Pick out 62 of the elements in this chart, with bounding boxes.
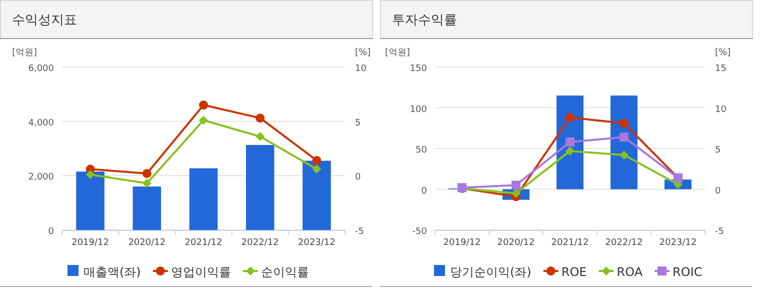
y2-tick-label: 0 [355,172,361,183]
point [566,137,574,146]
bar [189,168,218,230]
point [620,118,628,128]
point [620,150,628,160]
y-tick-label: 100 [410,104,428,115]
point [256,132,265,142]
x-tick-label: 2019/12 [443,238,481,248]
y2-tick-label: -5 [355,227,364,237]
y-tick-label: 0 [421,186,428,196]
point [312,164,322,174]
y-axis-title: [억원] [385,48,410,58]
x-tick-label: 2022/12 [241,238,279,248]
x-tick-label: 2021/12 [184,238,222,248]
y2-tick-label: 15 [715,64,726,74]
y-tick-label: 0 [48,227,54,237]
point [256,114,265,123]
point [620,132,628,142]
legend-label: 영업이익률 [170,265,231,279]
legend-label: ROA [616,265,644,279]
y2-tick-label: 5 [355,118,361,128]
chart-title: 수익성지표 [12,13,77,28]
y2-tick-label: 5 [715,146,721,156]
y-tick-label: 2,000 [28,172,54,183]
point [312,156,322,165]
point [199,116,208,125]
legend-label: 매출액(좌) [84,265,141,279]
x-tick-label: 2019/12 [72,238,109,248]
x-tick-label: 2020/12 [128,238,166,248]
point [512,180,520,190]
y-tick-label: 50 [416,146,428,156]
y2-axis-title: [%] [355,48,371,58]
y2-tick-label: 0 [715,186,721,196]
x-tick-label: 2022/12 [605,238,643,248]
point [142,178,152,188]
y-tick-label: -50 [412,227,428,237]
y2-tick-label: 10 [355,64,367,74]
x-tick-label: 2021/12 [551,238,589,248]
y2-tick-label: -5 [715,227,724,237]
bar [246,144,274,230]
point [199,100,208,110]
x-tick-label: 2023/12 [298,238,336,248]
legend-label: 순이익률 [260,265,309,279]
chart-title: 투자수익률 [392,13,457,28]
y-axis-title: [억원] [12,48,38,58]
y-tick-label: 150 [410,64,428,74]
y-tick-label: 6,000 [28,64,54,74]
legend-label: ROIC [672,265,702,279]
bar [76,172,104,230]
bar [132,186,162,230]
y2-tick-label: 10 [715,104,727,115]
point [566,113,574,122]
legend-label: ROE [561,265,587,279]
point [566,146,574,156]
y2-axis-title: [%] [715,48,731,58]
y-tick-label: 4,000 [28,118,54,128]
point [142,168,152,178]
x-tick-label: 2020/12 [497,238,535,248]
legend-label: 당기순이익(좌) [450,265,532,279]
point [86,170,95,180]
x-tick-label: 2023/12 [659,238,697,248]
bar [302,160,331,230]
